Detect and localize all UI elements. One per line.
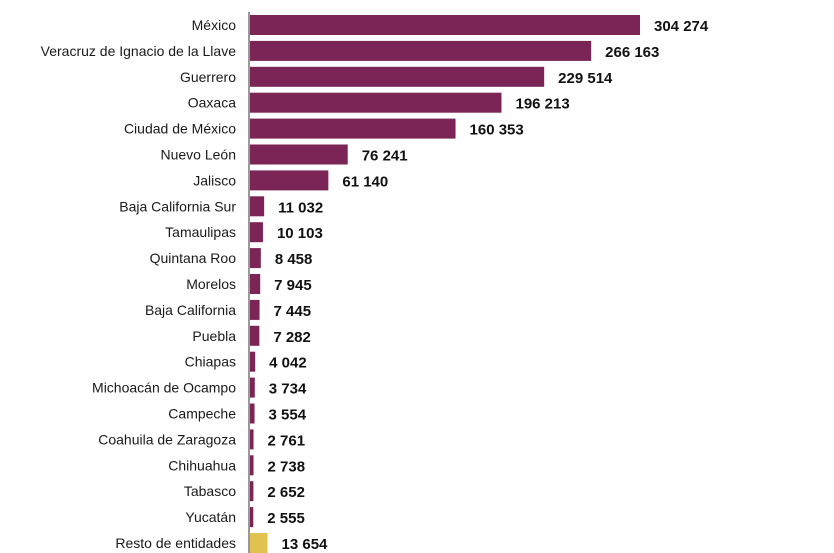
bar <box>250 481 254 502</box>
bar <box>250 377 255 398</box>
data-label: 76 241 <box>362 148 408 165</box>
category-label: Puebla <box>192 328 236 344</box>
bar <box>250 118 456 139</box>
data-label: 7 445 <box>274 303 312 320</box>
category-label: Campeche <box>168 406 236 422</box>
category-label: Michoacán de Ocampo <box>92 380 236 396</box>
data-label: 160 353 <box>470 122 524 139</box>
bar <box>250 222 263 243</box>
category-label: Oaxaca <box>188 95 236 111</box>
bar <box>250 170 329 191</box>
value-labels: 304 274 266 163 229 514 196 213 160 353 76 24… <box>267 18 709 553</box>
bar <box>250 40 592 61</box>
data-label: 13 654 <box>282 536 329 553</box>
bar <box>250 92 502 113</box>
bar <box>250 66 545 87</box>
category-label: Guerrero <box>180 69 236 85</box>
bar <box>250 299 260 320</box>
bar <box>250 533 268 553</box>
category-label: México <box>192 17 237 33</box>
bar <box>250 274 261 294</box>
bar <box>250 15 640 35</box>
bar <box>250 507 254 528</box>
category-label: Yucatán <box>185 509 236 525</box>
data-label: 8 458 <box>275 251 313 268</box>
data-label: 10 103 <box>277 225 323 242</box>
category-label: Baja California <box>145 302 236 318</box>
category-label: Resto de entidades <box>115 535 236 551</box>
bar <box>250 351 256 372</box>
bar <box>250 325 260 346</box>
data-label: 196 213 <box>515 96 569 113</box>
data-label: 3 734 <box>269 381 307 398</box>
data-label: 11 032 <box>278 199 323 216</box>
data-label: 2 555 <box>267 510 305 527</box>
bar <box>250 403 255 424</box>
category-label: Veracruz de Ignacio de la Llave <box>41 43 237 59</box>
bar <box>250 248 261 269</box>
category-label: Jalisco <box>193 172 236 188</box>
bars <box>250 15 640 553</box>
category-label: Nuevo León <box>160 147 236 163</box>
data-label: 61 140 <box>342 173 388 190</box>
data-label: 304 274 <box>654 18 709 35</box>
category-label: Tabasco <box>184 483 236 499</box>
category-label: Baja California Sur <box>119 198 236 214</box>
category-label: Ciudad de México <box>124 121 236 137</box>
bar <box>250 144 348 165</box>
category-label: Quintana Roo <box>150 250 237 266</box>
category-label: Chiapas <box>185 354 236 370</box>
category-label: Tamaulipas <box>165 224 236 240</box>
data-label: 229 514 <box>558 70 613 87</box>
data-label: 2 738 <box>268 458 306 475</box>
category-label: Morelos <box>186 276 236 292</box>
category-label: Chihuahua <box>168 457 236 473</box>
bar <box>250 429 254 450</box>
bar <box>250 455 254 476</box>
data-label: 3 554 <box>269 407 307 424</box>
data-label: 2 652 <box>267 484 305 501</box>
data-label: 7 945 <box>274 277 312 294</box>
data-label: 266 163 <box>605 44 659 61</box>
category-label: Coahuila de Zaragoza <box>98 431 236 447</box>
bar <box>250 196 265 217</box>
data-label: 7 282 <box>273 329 311 346</box>
data-label: 4 042 <box>269 355 307 372</box>
category-labels: México Veracruz de Ignacio de la Llave Gue… <box>41 17 237 551</box>
data-label: 2 761 <box>268 432 306 449</box>
